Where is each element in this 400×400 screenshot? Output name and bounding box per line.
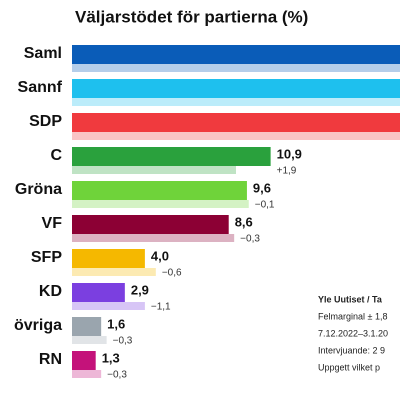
bar xyxy=(72,249,145,268)
note: 7.12.2022–3.1.20 xyxy=(318,328,388,338)
category-label: VF xyxy=(42,215,63,232)
note: Uppgett vilket p xyxy=(318,362,380,372)
change-label: −0,1 xyxy=(255,200,275,211)
value-label: 9,6 xyxy=(253,180,271,195)
category-label: C xyxy=(50,147,62,164)
previous-bar xyxy=(72,166,236,174)
category-label: SFP xyxy=(31,249,62,266)
category-label: SDP xyxy=(29,113,62,130)
category-label: Gröna xyxy=(15,181,62,198)
change-label: −0,3 xyxy=(240,234,260,245)
note: Intervjuande: 2 9 xyxy=(318,345,385,355)
change-label: −1,1 xyxy=(151,302,171,313)
note: Felmarginal ± 1,8 xyxy=(318,311,387,321)
bar xyxy=(72,113,400,132)
chart-title: Väljarstödet för partierna (%) xyxy=(75,7,308,26)
change-label: +1,9 xyxy=(277,166,297,177)
bar xyxy=(72,79,400,98)
category-label: RN xyxy=(39,351,62,368)
change-label: −0,3 xyxy=(113,336,133,347)
value-label: 1,6 xyxy=(107,316,125,331)
category-label: Saml xyxy=(24,45,62,62)
change-label: −0,3 xyxy=(107,370,127,381)
bar xyxy=(72,283,125,302)
value-label: 10,9 xyxy=(277,146,302,161)
bar xyxy=(72,215,229,234)
previous-bar xyxy=(72,64,400,72)
category-label: KD xyxy=(39,283,62,300)
bar xyxy=(72,317,102,336)
previous-bar xyxy=(72,234,235,242)
bar xyxy=(72,351,96,370)
previous-bar xyxy=(72,268,156,276)
previous-bar xyxy=(72,98,400,106)
bar xyxy=(72,45,400,64)
previous-bar xyxy=(72,370,102,378)
previous-bar xyxy=(72,302,145,310)
value-label: 8,6 xyxy=(235,214,253,229)
value-label: 4,0 xyxy=(151,248,169,263)
value-label: 1,3 xyxy=(102,350,120,365)
category-label: Sannf xyxy=(18,79,63,96)
category-label: övriga xyxy=(14,317,62,334)
previous-bar xyxy=(72,200,249,208)
previous-bar xyxy=(72,336,107,344)
change-label: −0,6 xyxy=(162,268,182,279)
previous-bar xyxy=(72,132,400,140)
bar xyxy=(72,181,247,200)
bar xyxy=(72,147,271,166)
note: Yle Uutiset / Ta xyxy=(318,294,383,304)
value-label: 2,9 xyxy=(131,282,149,297)
